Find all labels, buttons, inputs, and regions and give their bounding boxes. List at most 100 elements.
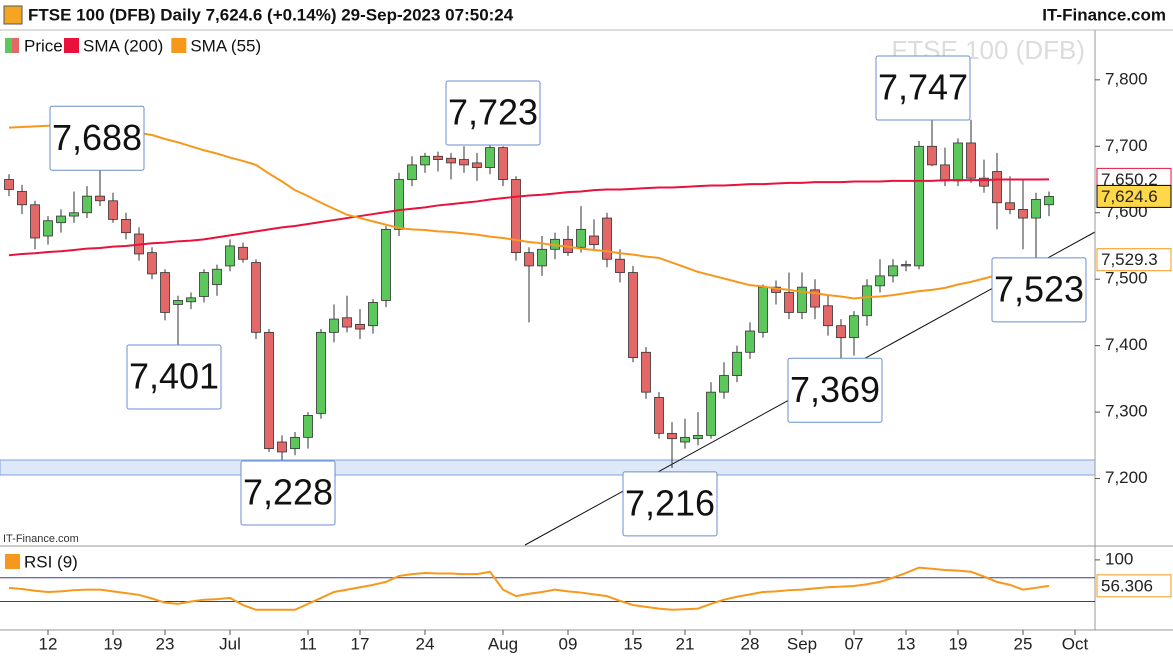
- candle-body: [628, 272, 638, 359]
- legend-label: SMA (55): [190, 36, 261, 55]
- candle-body: [173, 300, 183, 305]
- candle-body: [290, 436, 300, 450]
- candle-body: [875, 275, 885, 287]
- y-tick-label: 7,500: [1105, 269, 1148, 288]
- candle-body: [199, 272, 209, 297]
- annotation-label: 7,401: [129, 355, 219, 396]
- header-title: FTSE 100 (DFB) Daily 7,624.6 (+0.14%) 29…: [28, 5, 514, 24]
- x-tick-label: 09: [559, 634, 578, 653]
- candle-body: [446, 157, 456, 164]
- y-tick-label: 7,300: [1105, 402, 1148, 421]
- legend-swatch: [12, 38, 19, 53]
- candle-body: [160, 272, 170, 313]
- sma-line: [8, 124, 1050, 300]
- candle-body: [4, 179, 14, 190]
- legend-swatch: [64, 38, 79, 53]
- candle-body: [1018, 209, 1028, 219]
- candle-body: [862, 285, 872, 317]
- candle-body: [966, 142, 976, 179]
- annotation-box: [240, 460, 336, 526]
- candle-body: [69, 212, 79, 217]
- candle-body: [407, 164, 417, 180]
- source: IT-Finance.com: [3, 533, 79, 545]
- candle-body: [95, 195, 105, 202]
- sma-line: [8, 178, 1050, 257]
- x-tick-label: 12: [39, 634, 58, 653]
- legend-swatch: [5, 38, 12, 53]
- candle-body: [732, 351, 742, 376]
- candle-body: [303, 415, 313, 438]
- x-tick-label: 24: [416, 634, 435, 653]
- price-tag-label: 7,624.6: [1101, 187, 1158, 206]
- candle-body: [212, 268, 222, 285]
- candle-body: [30, 204, 40, 239]
- rsi-line: [8, 566, 1050, 611]
- candle-body: [147, 252, 157, 275]
- candle-body: [264, 331, 274, 450]
- candle-body: [953, 142, 963, 182]
- x-tick-label: 11: [299, 634, 317, 653]
- x-tick-label: 15: [624, 634, 643, 653]
- candle-body: [1044, 195, 1054, 206]
- candle-body: [381, 228, 391, 301]
- candle-body: [810, 289, 820, 308]
- annotation-label: 7,723: [448, 92, 538, 133]
- candle-body: [329, 318, 339, 333]
- annotation-label: 7,216: [625, 482, 715, 523]
- candle-body: [394, 179, 404, 230]
- candle-body: [524, 252, 534, 267]
- candle-body: [121, 218, 131, 234]
- legend-label: Price: [24, 36, 63, 55]
- brand: IT-Finance.com: [1042, 5, 1166, 24]
- candle-body: [680, 436, 690, 443]
- y-tick-label: 7,400: [1105, 335, 1148, 354]
- candle-body: [56, 215, 66, 224]
- candle-body: [979, 177, 989, 187]
- price-tag-label: 56.306: [1101, 576, 1153, 595]
- x-tick-label: Oct: [1062, 634, 1089, 653]
- candle-body: [992, 171, 1002, 204]
- candle-body: [836, 325, 846, 339]
- candle-body: [745, 330, 755, 353]
- y-tick-label: 7,700: [1105, 136, 1148, 155]
- candle-body: [901, 264, 911, 267]
- candle-body: [43, 220, 53, 237]
- candle-body: [615, 258, 625, 273]
- candle-body: [797, 286, 807, 313]
- candle-body: [1005, 202, 1015, 210]
- candle-body: [251, 262, 261, 333]
- x-tick-label: 23: [156, 634, 175, 653]
- x-tick-label: Aug: [488, 634, 518, 653]
- x-tick-label: 17: [351, 634, 370, 653]
- candle-body: [888, 265, 898, 277]
- candle-body: [1031, 199, 1041, 219]
- logo: [3, 5, 23, 25]
- legend-label: RSI (9): [24, 552, 78, 571]
- price-tag: [1096, 184, 1172, 208]
- candle-body: [238, 246, 248, 260]
- x-tick-label: 21: [676, 634, 695, 653]
- legend-label: SMA (200): [83, 36, 163, 55]
- y-tick-label: 100: [1105, 549, 1133, 568]
- annotation-label: 7,523: [994, 268, 1084, 309]
- candle-body: [316, 331, 326, 414]
- candle-body: [823, 305, 833, 327]
- candle-body: [355, 323, 365, 330]
- candle-body: [342, 317, 352, 328]
- candle-body: [641, 351, 651, 393]
- annotation-label: 7,747: [878, 67, 968, 108]
- annotation-box: [445, 80, 541, 146]
- candle-body: [589, 235, 599, 246]
- price-tag: [1096, 574, 1172, 598]
- candle-body: [719, 375, 729, 393]
- legend-swatch: [5, 554, 20, 569]
- candle-body: [602, 217, 612, 260]
- y-tick-label: 7,200: [1105, 468, 1148, 487]
- annotation-box: [49, 105, 145, 171]
- candle-body: [82, 195, 92, 214]
- candle-body: [940, 164, 950, 182]
- support-band: [0, 459, 1096, 476]
- candle-body: [17, 191, 27, 206]
- candle-body: [485, 147, 495, 168]
